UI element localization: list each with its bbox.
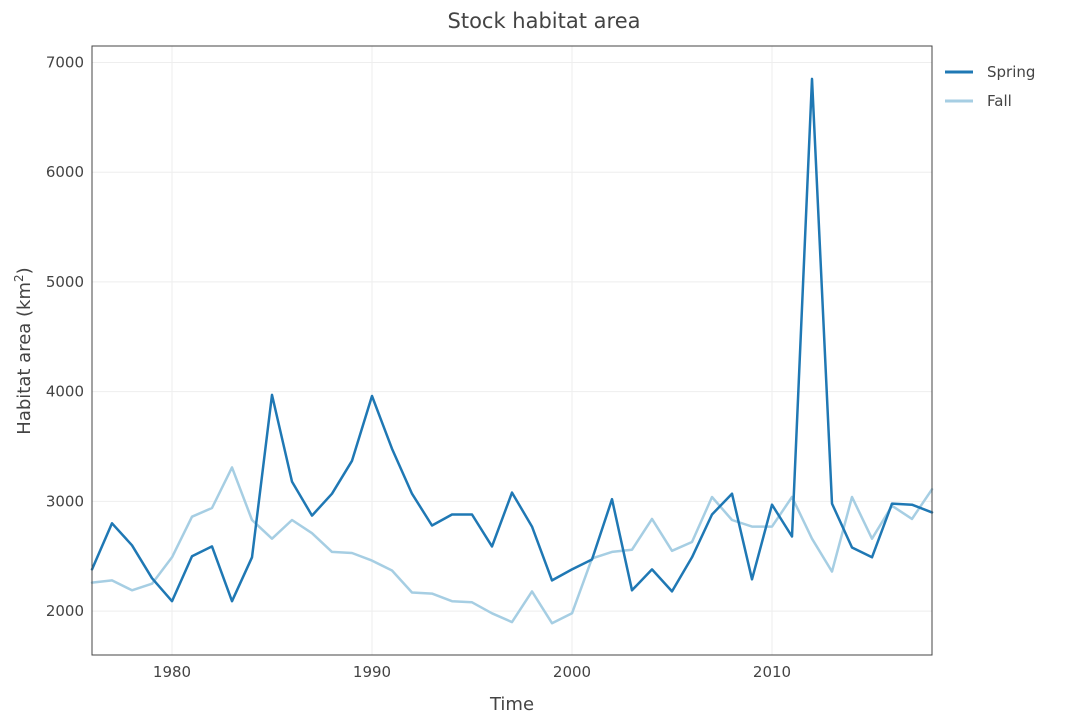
y-tick-label: 6000 <box>46 163 84 181</box>
legend-label-fall: Fall <box>987 92 1012 110</box>
legend: Spring Fall <box>945 63 1035 110</box>
x-axis-ticks: 1980 1990 2000 2010 <box>153 663 791 681</box>
plot-frame <box>91 45 933 656</box>
y-axis-title-main: Habitat area (km <box>14 282 35 435</box>
y-tick-label: 5000 <box>46 273 84 291</box>
y-tick-label: 3000 <box>46 492 84 510</box>
x-tick-label: 2010 <box>753 663 791 681</box>
y-axis-title: Habitat area (km2) <box>12 267 35 434</box>
chart-title: Stock habitat area <box>448 9 641 33</box>
y-tick-label: 4000 <box>46 383 84 401</box>
x-tick-label: 2000 <box>553 663 591 681</box>
series-line-fall <box>90 466 934 625</box>
legend-item-fall[interactable]: Fall <box>945 92 1012 110</box>
plot-background <box>92 46 932 655</box>
x-tick-label: 1990 <box>353 663 391 681</box>
legend-label-spring: Spring <box>987 63 1035 81</box>
y-axis-ticks: 2000 3000 4000 5000 6000 7000 <box>46 53 84 620</box>
x-tick-label: 1980 <box>153 663 191 681</box>
y-tick-label: 7000 <box>46 53 84 71</box>
y-axis-title-superscript: 2 <box>12 274 26 282</box>
series-lines <box>90 77 934 625</box>
y-axis-title-close: ) <box>14 267 35 274</box>
series-line-spring <box>90 77 934 603</box>
x-axis-title: Time <box>489 694 534 715</box>
grid-lines <box>92 46 932 655</box>
y-tick-label: 2000 <box>46 602 84 620</box>
legend-item-spring[interactable]: Spring <box>945 63 1035 81</box>
